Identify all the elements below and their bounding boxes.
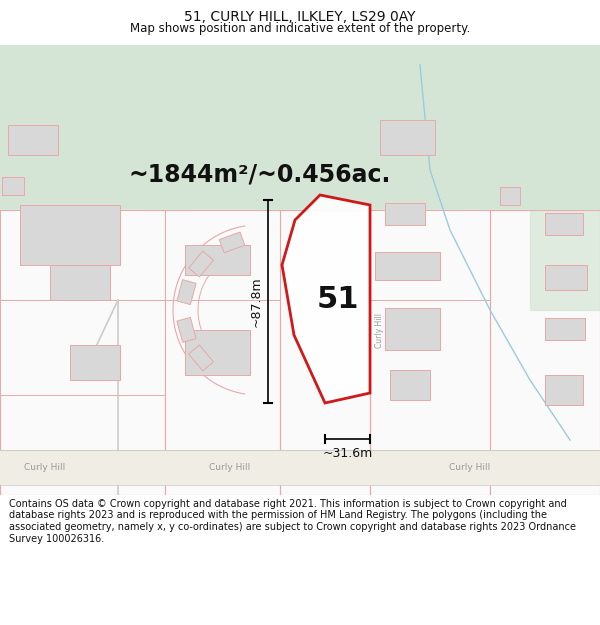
Bar [0,210,165,300]
Bar [545,265,587,290]
Bar [490,210,600,495]
Bar [0,210,165,495]
Bar [370,210,490,300]
Bar [0,45,600,210]
Polygon shape [188,251,214,277]
Text: Curly Hill: Curly Hill [375,312,384,348]
Text: 51: 51 [317,286,359,314]
Bar [280,210,370,495]
Bar [70,345,120,380]
Bar [8,125,58,155]
Bar [370,210,490,495]
Bar [2,177,24,195]
Text: Curly Hill: Curly Hill [209,464,251,472]
Bar [165,210,280,300]
Bar [50,265,110,300]
Bar [0,300,165,395]
Bar [185,330,250,375]
Bar [545,318,585,340]
Text: ~31.6m: ~31.6m [322,447,373,460]
Bar [385,308,440,350]
Bar [20,205,120,265]
Text: 51, CURLY HILL, ILKLEY, LS29 0AY: 51, CURLY HILL, ILKLEY, LS29 0AY [184,10,416,24]
Bar [0,450,600,485]
Text: Contains OS data © Crown copyright and database right 2021. This information is : Contains OS data © Crown copyright and d… [9,499,576,544]
Text: Curly Hill: Curly Hill [25,464,65,472]
Text: ~1844m²/~0.456ac.: ~1844m²/~0.456ac. [129,163,391,187]
Polygon shape [177,318,196,342]
Polygon shape [188,345,214,371]
Text: Map shows position and indicative extent of the property.: Map shows position and indicative extent… [130,22,470,35]
Text: Curly Hill: Curly Hill [449,464,491,472]
Bar [390,370,430,400]
Bar [545,375,583,405]
Polygon shape [220,232,245,253]
Bar [500,187,520,205]
Bar [385,203,425,225]
Polygon shape [177,279,196,304]
Polygon shape [282,195,370,403]
Bar [380,120,435,155]
Bar [530,45,600,310]
Bar [375,252,440,280]
Bar [0,210,600,495]
Bar [545,213,583,235]
Bar [185,245,250,275]
Bar [165,210,280,495]
Text: ~87.8m: ~87.8m [250,276,263,327]
